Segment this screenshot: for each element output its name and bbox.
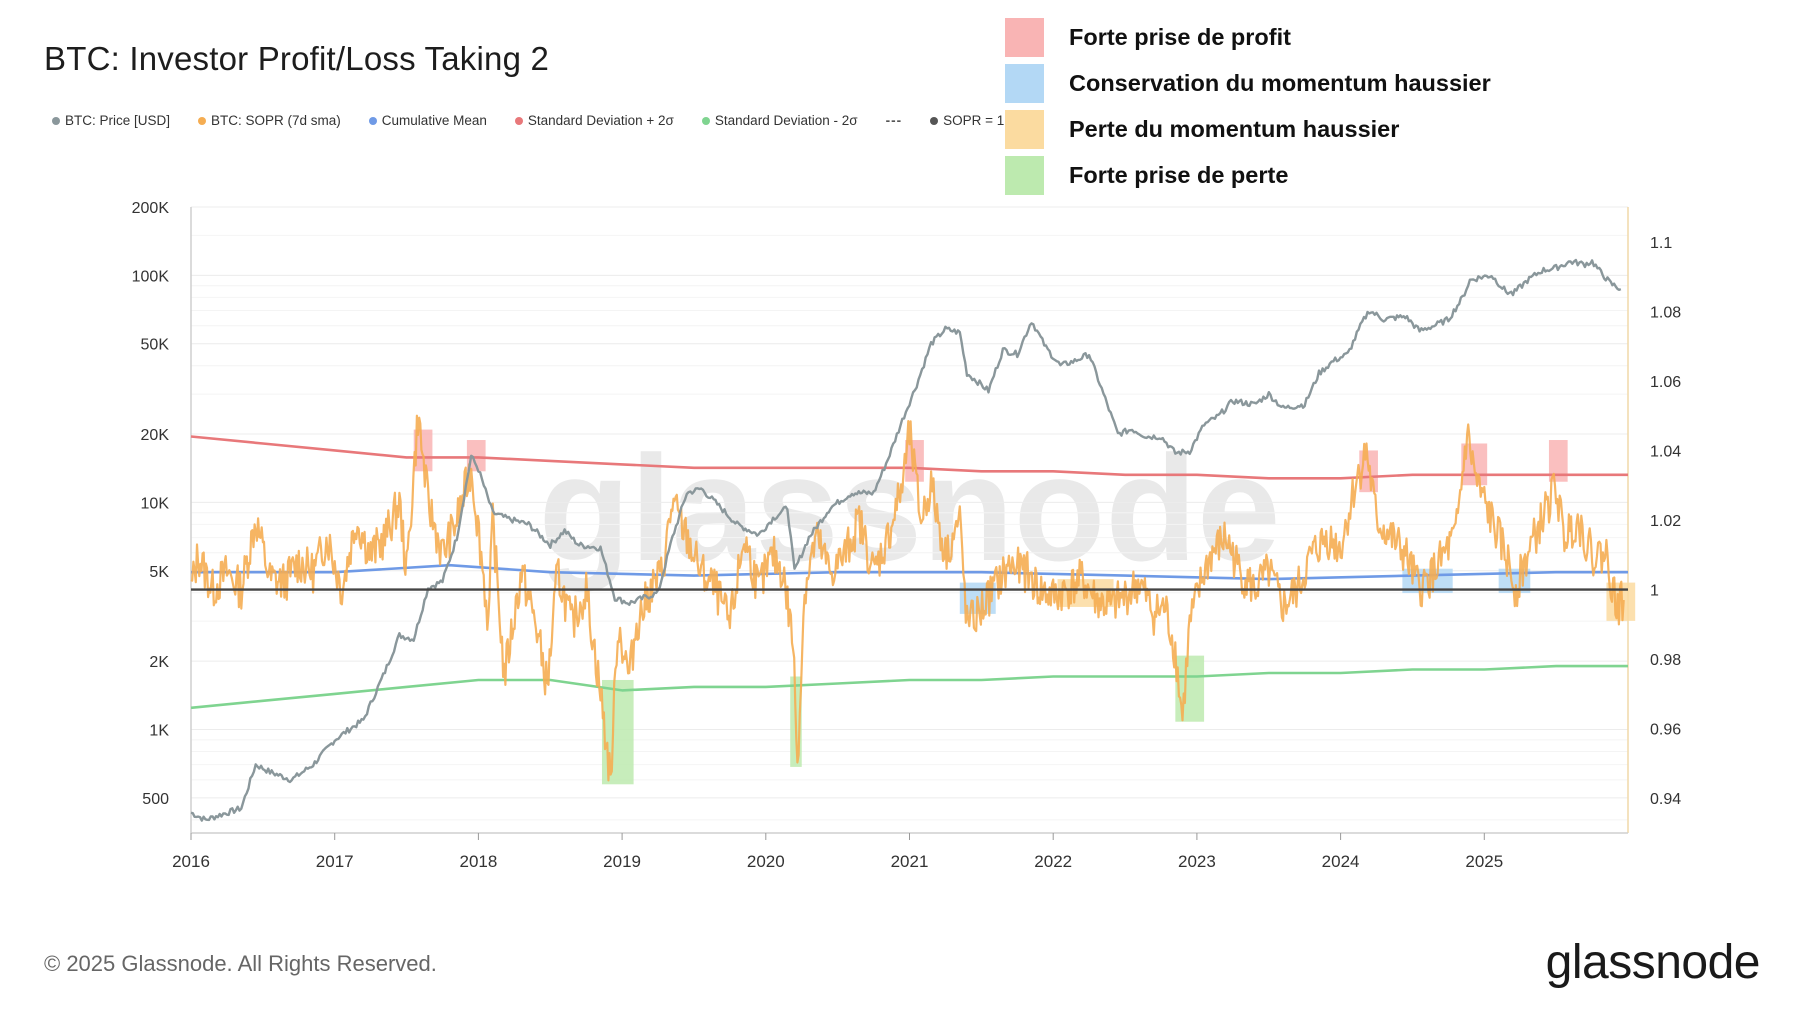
legend-dot-sopr [198,116,207,125]
zone-legend: Forte prise de profit Conservation du mo… [1005,14,1491,198]
zone-highlight [413,429,433,472]
left-tick-label: 10K [141,495,170,512]
legend-label-sopr: BTC: SOPR (7d sma) [211,113,341,128]
legend-item-price[interactable]: BTC: Price [USD] [52,113,170,128]
series-line-standard-deviation-2- [190,664,1628,710]
left-tick-label: 200K [132,200,170,217]
x-tick-label: 2022 [1034,852,1072,871]
left-tick-label: 20K [141,427,170,444]
left-tick-label: 500 [142,791,169,808]
right-tick-label: 1.04 [1650,443,1681,460]
x-tick-label: 2017 [316,852,354,871]
right-tick-label: 0.98 [1650,652,1681,669]
zone-label-profit: Forte prise de profit [1069,23,1291,50]
legend-item-std-minus[interactable]: Standard Deviation - 2σ [701,113,858,128]
legend-label-sopr-one: SOPR = 1 [943,113,1005,128]
x-tick-label: 2025 [1465,852,1503,871]
legend-dot-std-plus [514,116,523,125]
zone-legend-item-profit: Forte prise de profit [1005,14,1491,60]
legend-item-sopr-one[interactable]: SOPR = 1 [930,113,1004,128]
zone-label-lost-momentum: Perte du momentum haussier [1069,115,1400,142]
legend-label-dashes: --- [885,113,903,128]
chart-title: BTC: Investor Profit/Loss Taking 2 [44,40,550,77]
right-tick-label: 1.08 [1650,304,1681,321]
legend-dot-cumulative-mean [368,116,377,125]
legend-dot-sopr-one [930,116,939,125]
zone-swatch-keep-momentum [1005,63,1044,103]
zone-legend-item-lost-momentum: Perte du momentum haussier [1005,106,1491,152]
legend-dot-std-minus [701,116,710,125]
series-legend: BTC: Price [USD] BTC: SOPR (7d sma) Cumu… [52,113,1004,128]
right-tick-label: 1.02 [1650,513,1681,530]
left-tick-label: 50K [141,337,170,354]
left-tick-label: 5K [149,564,169,581]
x-tick-label: 2023 [1178,852,1216,871]
legend-dot-price [52,116,60,125]
x-tick-label: 2019 [603,852,641,871]
zone-highlight [601,679,634,785]
legend-label-std-minus: Standard Deviation - 2σ [714,113,858,128]
x-tick-label: 2018 [459,852,497,871]
copyright-footer: © 2025 Glassnode. All Rights Reserved. [44,951,437,976]
zone-label-loss: Forte prise de perte [1069,161,1289,188]
series-line-standard-deviation-2- [190,435,1628,480]
zone-swatch-lost-momentum [1005,109,1044,149]
right-tick-label: 1.06 [1650,374,1681,391]
zone-legend-item-keep-momentum: Conservation du momentum haussier [1005,60,1491,106]
zone-swatch-loss [1005,155,1044,195]
legend-label-std-plus: Standard Deviation + 2σ [527,113,674,128]
x-tick-label: 2020 [747,852,785,871]
right-tick-label: 1.1 [1650,235,1672,252]
chart-canvas: glassnode200K100K50K20K10K5K2K1K5001.11.… [132,200,1682,871]
right-tick-label: 0.94 [1650,791,1681,808]
series-line-btc-sopr-7d-sma- [190,414,1625,782]
left-tick-label: 1K [149,722,169,739]
zone-highlight [466,440,486,472]
legend-item-sopr[interactable]: BTC: SOPR (7d sma) [198,113,341,128]
right-tick-label: 0.96 [1650,722,1681,739]
legend-label-price: BTC: Price [USD] [65,113,171,128]
zone-legend-item-loss: Forte prise de perte [1005,152,1491,198]
zone-label-keep-momentum: Conservation du momentum haussier [1069,69,1491,96]
zone-swatch-profit [1005,17,1044,57]
legend-item-dashes[interactable]: --- [886,113,903,128]
x-tick-label: 2021 [891,852,929,871]
legend-label-cumulative-mean: Cumulative Mean [381,113,487,128]
left-tick-label: 100K [132,268,170,285]
right-tick-label: 1 [1650,583,1659,600]
x-tick-label: 2016 [172,852,210,871]
left-tick-label: 2K [149,654,169,671]
x-tick-label: 2024 [1322,852,1360,871]
zone-highlight [1175,655,1205,722]
legend-item-cumulative-mean[interactable]: Cumulative Mean [368,113,487,128]
legend-item-std-plus[interactable]: Standard Deviation + 2σ [514,113,674,128]
zone-highlight [1548,440,1568,482]
glassnode-logo: glassnode [1545,936,1761,989]
